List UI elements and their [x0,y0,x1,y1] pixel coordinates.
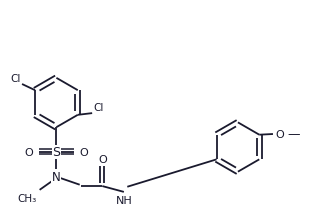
Text: CH₃: CH₃ [17,193,36,203]
Text: O: O [276,129,285,139]
Text: Cl: Cl [10,74,21,84]
Text: O: O [79,147,88,157]
Text: O: O [25,147,34,157]
Text: NH: NH [116,195,133,205]
Text: N: N [52,170,61,183]
Text: Cl: Cl [94,103,104,112]
Text: —: — [288,128,300,140]
Text: O: O [98,154,107,164]
Text: S: S [52,146,60,159]
